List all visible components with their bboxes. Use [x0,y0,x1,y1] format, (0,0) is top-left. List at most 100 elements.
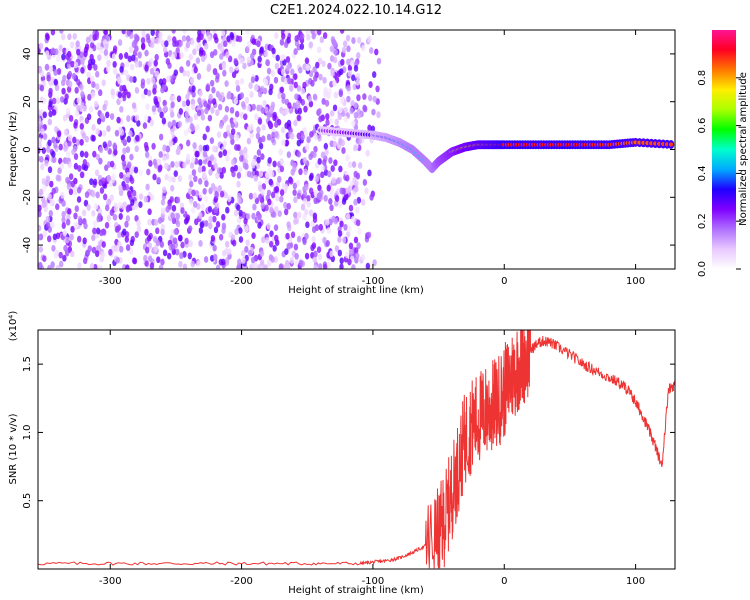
noise-speckle [274,234,279,242]
noise-speckle [148,160,153,167]
noise-speckle [147,255,153,263]
noise-speckle [264,171,270,179]
noise-speckle [239,77,245,85]
noise-speckle [89,41,95,49]
noise-speckle [157,217,163,224]
noise-speckle [45,33,50,41]
noise-speckle [81,209,87,217]
noise-speckle [238,236,244,243]
noise-speckle [160,207,166,215]
noise-speckle [336,177,341,185]
noise-speckle [356,52,361,59]
noise-speckle [114,129,120,137]
noise-speckle [277,175,282,183]
noise-speckle [332,104,338,112]
noise-speckle [104,204,110,212]
noise-speckle [102,129,107,137]
noise-speckle [164,162,169,170]
noise-speckle [173,228,178,235]
noise-speckle [198,227,204,234]
noise-speckle [179,66,184,74]
noise-speckle [369,47,374,54]
noise-speckle [317,30,322,36]
noise-speckle [191,206,196,214]
noise-speckle [279,195,284,203]
noise-speckle [313,145,318,153]
noise-speckle [42,133,48,140]
noise-speckle [152,235,158,243]
noise-speckle [353,236,359,244]
noise-speckle [321,98,326,105]
noise-speckle [306,136,311,144]
noise-speckle [312,216,318,224]
noise-speckle [47,264,52,269]
noise-speckle [42,230,48,238]
noise-speckle [38,147,41,155]
noise-speckle [341,147,346,154]
noise-speckle [127,190,132,198]
noise-speckle [106,214,111,222]
noise-speckle [244,246,249,253]
snr-y-multiplier: (x10⁴) [8,311,19,342]
noise-speckle [229,66,234,74]
noise-speckle [213,33,218,41]
noise-speckle [99,187,105,194]
noise-speckle [185,116,190,124]
noise-speckle [138,201,143,209]
colorbar-ramp [712,30,736,269]
noise-speckle [303,105,308,113]
noise-speckle [65,150,71,158]
noise-speckle [196,109,202,117]
noise-speckle [298,168,303,176]
noise-speckle [129,177,135,184]
noise-speckle [274,62,280,70]
spectrogram-x-tick-label: 0 [501,276,507,287]
noise-speckle [55,97,61,105]
noise-speckle [170,212,175,220]
noise-speckle [319,189,324,197]
noise-speckle [280,54,285,62]
noise-speckle [259,250,265,258]
noise-speckle [48,100,53,108]
noise-speckle [160,198,166,206]
noise-speckle [322,236,327,244]
noise-speckle [44,159,49,167]
noise-speckle [337,230,343,237]
noise-speckle [64,93,69,101]
noise-speckle [202,150,208,158]
noise-speckle [226,124,231,132]
noise-speckle [98,157,103,165]
noise-speckle [175,196,181,204]
noise-speckle [231,40,236,48]
noise-speckle [234,228,239,236]
noise-speckle [145,183,150,191]
noise-speckle [136,225,142,233]
noise-speckle [205,83,211,91]
noise-speckle [326,261,331,269]
noise-speckle [63,145,68,152]
noise-speckle [48,110,53,118]
noise-speckle [79,138,84,146]
noise-speckle [234,134,240,142]
noise-speckle [281,183,286,190]
noise-speckle [171,176,176,183]
colorbar-ticks: 0.0 0.2 0.4 0.6 0.8 [697,70,741,277]
noise-speckle [115,256,120,264]
noise-speckle [145,151,150,159]
noise-speckle [154,53,159,61]
noise-speckle [245,212,251,220]
noise-speckle [361,44,366,52]
noise-speckle [126,30,132,37]
noise-speckle [329,192,334,199]
noise-speckle [173,69,179,77]
noise-speckle [300,87,306,95]
noise-speckle [332,56,338,64]
noise-speckle [75,138,81,146]
noise-speckle [316,46,322,54]
noise-speckle [118,53,124,60]
noise-speckle [49,180,54,188]
noise-speckle [191,169,197,176]
noise-speckle [209,51,215,59]
noise-speckle [254,113,259,121]
noise-speckle [76,96,82,104]
